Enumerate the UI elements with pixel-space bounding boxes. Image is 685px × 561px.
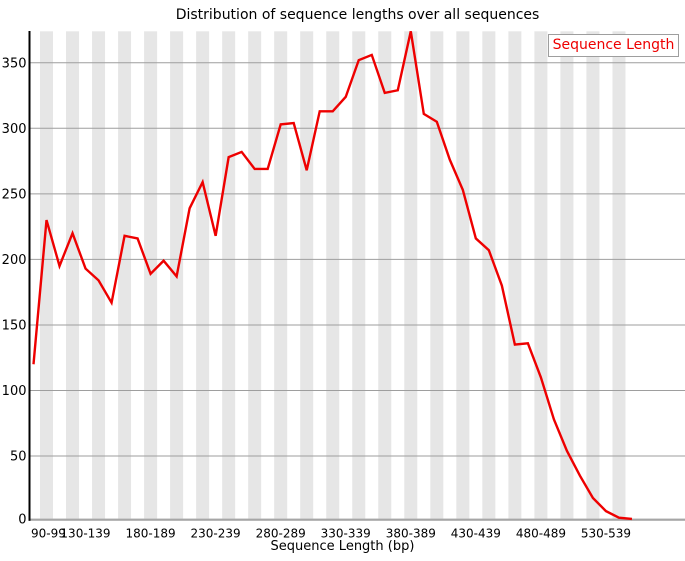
x-tick-label: 180-189 (126, 527, 176, 541)
x-tick-label: 330-339 (321, 527, 371, 541)
x-tick-label: 430-439 (451, 527, 501, 541)
bin-stripes (40, 31, 626, 519)
y-axis-line (28, 31, 31, 521)
y-tick-label: 100 (2, 384, 27, 399)
x-tick-label: 130-139 (60, 527, 110, 541)
y-tick-label: 350 (2, 56, 27, 71)
sequence-length-line (32, 31, 633, 521)
x-tick-label: 230-239 (191, 527, 241, 541)
x-tick-label: 90-99 (31, 527, 66, 541)
y-tick-label: 200 (2, 253, 27, 268)
x-tick-label: 480-489 (516, 527, 566, 541)
y-tick-label: 150 (2, 319, 27, 334)
legend-label: Sequence Length (552, 37, 675, 53)
x-tick-label: 380-389 (386, 527, 436, 541)
y-tick-label: 50 (10, 450, 27, 465)
legend-box: Sequence Length (548, 34, 679, 57)
x-tick-label: 530-539 (581, 527, 631, 541)
x-tick-label: 280-289 (256, 527, 306, 541)
y-tick-labels: 0 50 100 150 200 250 300 350 (2, 56, 27, 527)
y-tick-label: 300 (2, 122, 27, 137)
chart-title: Distribution of sequence lengths over al… (175, 7, 540, 23)
x-axis-title: Sequence Length (bp) (270, 539, 415, 554)
y-tick-label: 0 (18, 513, 26, 528)
y-tick-label: 250 (2, 187, 27, 202)
x-axis-baseline (28, 518, 685, 521)
